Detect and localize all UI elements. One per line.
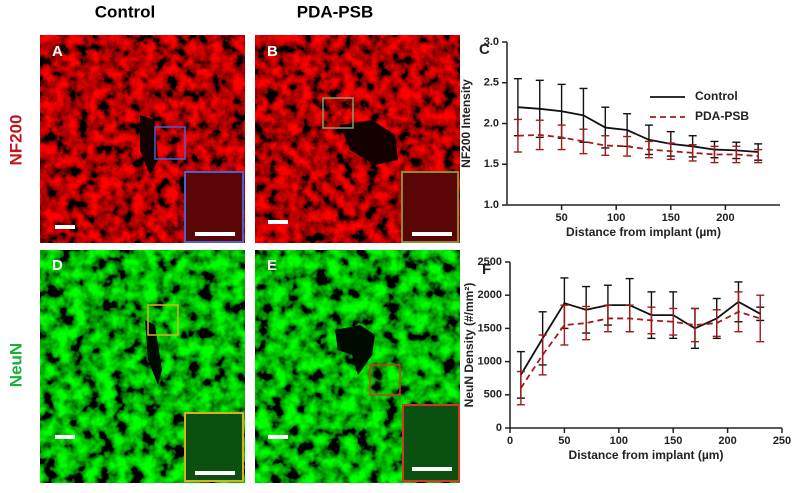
panel-label: C bbox=[479, 41, 490, 58]
x-tick-label: 100 bbox=[607, 212, 625, 224]
micrograph: A bbox=[40, 35, 245, 243]
roi-box bbox=[322, 97, 354, 129]
legend-label: PDA-PSB bbox=[695, 109, 749, 123]
scale-bar bbox=[268, 435, 288, 439]
error-bar bbox=[732, 145, 741, 164]
series-line bbox=[520, 300, 761, 376]
error-bar bbox=[734, 291, 743, 333]
error-bar bbox=[560, 304, 569, 346]
y-tick-label: 1.5 bbox=[484, 158, 499, 170]
y-axis-label: NeuN Density (#/mm²) bbox=[462, 283, 476, 408]
error-bar bbox=[557, 124, 566, 151]
y-tick-label: 2500 bbox=[478, 256, 502, 268]
error-bar bbox=[603, 304, 612, 333]
panel-label: F bbox=[482, 261, 491, 278]
scale-bar bbox=[412, 467, 452, 471]
y-tick-label: 0 bbox=[496, 422, 502, 434]
column-header: Control bbox=[95, 2, 155, 21]
row-label: NeuN bbox=[6, 343, 25, 387]
error-bar bbox=[579, 128, 588, 155]
error-bar bbox=[754, 148, 763, 164]
scale-bar bbox=[55, 225, 75, 229]
error-bar bbox=[582, 305, 591, 341]
panel-label: D bbox=[52, 257, 63, 274]
error-bar bbox=[538, 334, 547, 376]
implant-hole bbox=[340, 120, 398, 165]
x-tick-label: 200 bbox=[718, 435, 736, 447]
error-bar bbox=[535, 119, 544, 151]
scale-bar bbox=[412, 232, 452, 236]
y-tick-label: 2.0 bbox=[484, 117, 499, 129]
x-tick-label: 0 bbox=[507, 435, 513, 447]
scale-bar bbox=[195, 232, 235, 236]
row-label: NF200 bbox=[6, 114, 25, 165]
x-axis-label: Distance from implant (µm) bbox=[566, 225, 721, 239]
x-tick-label: 50 bbox=[558, 435, 570, 447]
x-axis-label: Distance from implant (µm) bbox=[569, 448, 724, 462]
error-bar bbox=[690, 307, 699, 343]
error-bar bbox=[666, 142, 675, 161]
error-bar bbox=[513, 118, 522, 153]
y-axis-label: NF200 Intensity bbox=[459, 79, 473, 168]
inset bbox=[184, 171, 244, 243]
scale-bar bbox=[268, 220, 288, 224]
panel-label: A bbox=[52, 43, 63, 60]
error-bar bbox=[669, 307, 678, 336]
x-tick-label: 50 bbox=[555, 212, 567, 224]
x-tick-label: 200 bbox=[716, 212, 734, 224]
error-bar bbox=[601, 135, 610, 156]
column-header: PDA-PSB bbox=[297, 2, 374, 21]
inset bbox=[184, 412, 244, 482]
panel-label: E bbox=[267, 257, 277, 274]
y-tick-label: 1.0 bbox=[484, 199, 499, 211]
error-bar bbox=[644, 140, 653, 159]
implant-hole bbox=[140, 115, 158, 175]
error-bar bbox=[516, 370, 525, 406]
legend-label: Control bbox=[695, 89, 738, 103]
implant-hole bbox=[335, 325, 375, 375]
error-bar bbox=[647, 306, 656, 335]
x-tick-label: 100 bbox=[610, 435, 628, 447]
implant-hole bbox=[145, 320, 162, 385]
series-line bbox=[520, 310, 761, 389]
micrograph: B bbox=[255, 35, 460, 243]
x-tick-label: 250 bbox=[773, 435, 791, 447]
error-bar bbox=[688, 143, 697, 162]
y-tick-label: 3.0 bbox=[484, 36, 499, 48]
y-tick-label: 500 bbox=[484, 389, 502, 401]
series-line bbox=[517, 106, 759, 153]
scale-bar bbox=[195, 471, 235, 475]
error-bar bbox=[756, 294, 765, 343]
roi-box bbox=[369, 364, 401, 396]
y-tick-label: 2.5 bbox=[484, 77, 499, 89]
y-tick-label: 1000 bbox=[478, 356, 502, 368]
error-bar bbox=[625, 304, 634, 333]
x-tick-label: 150 bbox=[662, 212, 680, 224]
x-tick-label: 150 bbox=[664, 435, 682, 447]
roi-box bbox=[154, 126, 186, 160]
error-bar bbox=[712, 309, 721, 338]
error-bar bbox=[710, 145, 719, 164]
roi-box bbox=[147, 304, 179, 336]
micrograph: E bbox=[255, 250, 460, 483]
y-tick-label: 2000 bbox=[478, 289, 502, 301]
inset bbox=[401, 171, 459, 243]
scale-bar bbox=[55, 435, 75, 439]
micrograph: D bbox=[40, 250, 245, 483]
series-line bbox=[517, 134, 759, 157]
panel-label: B bbox=[267, 43, 278, 60]
error-bar bbox=[623, 135, 632, 157]
y-tick-label: 1500 bbox=[478, 322, 502, 334]
